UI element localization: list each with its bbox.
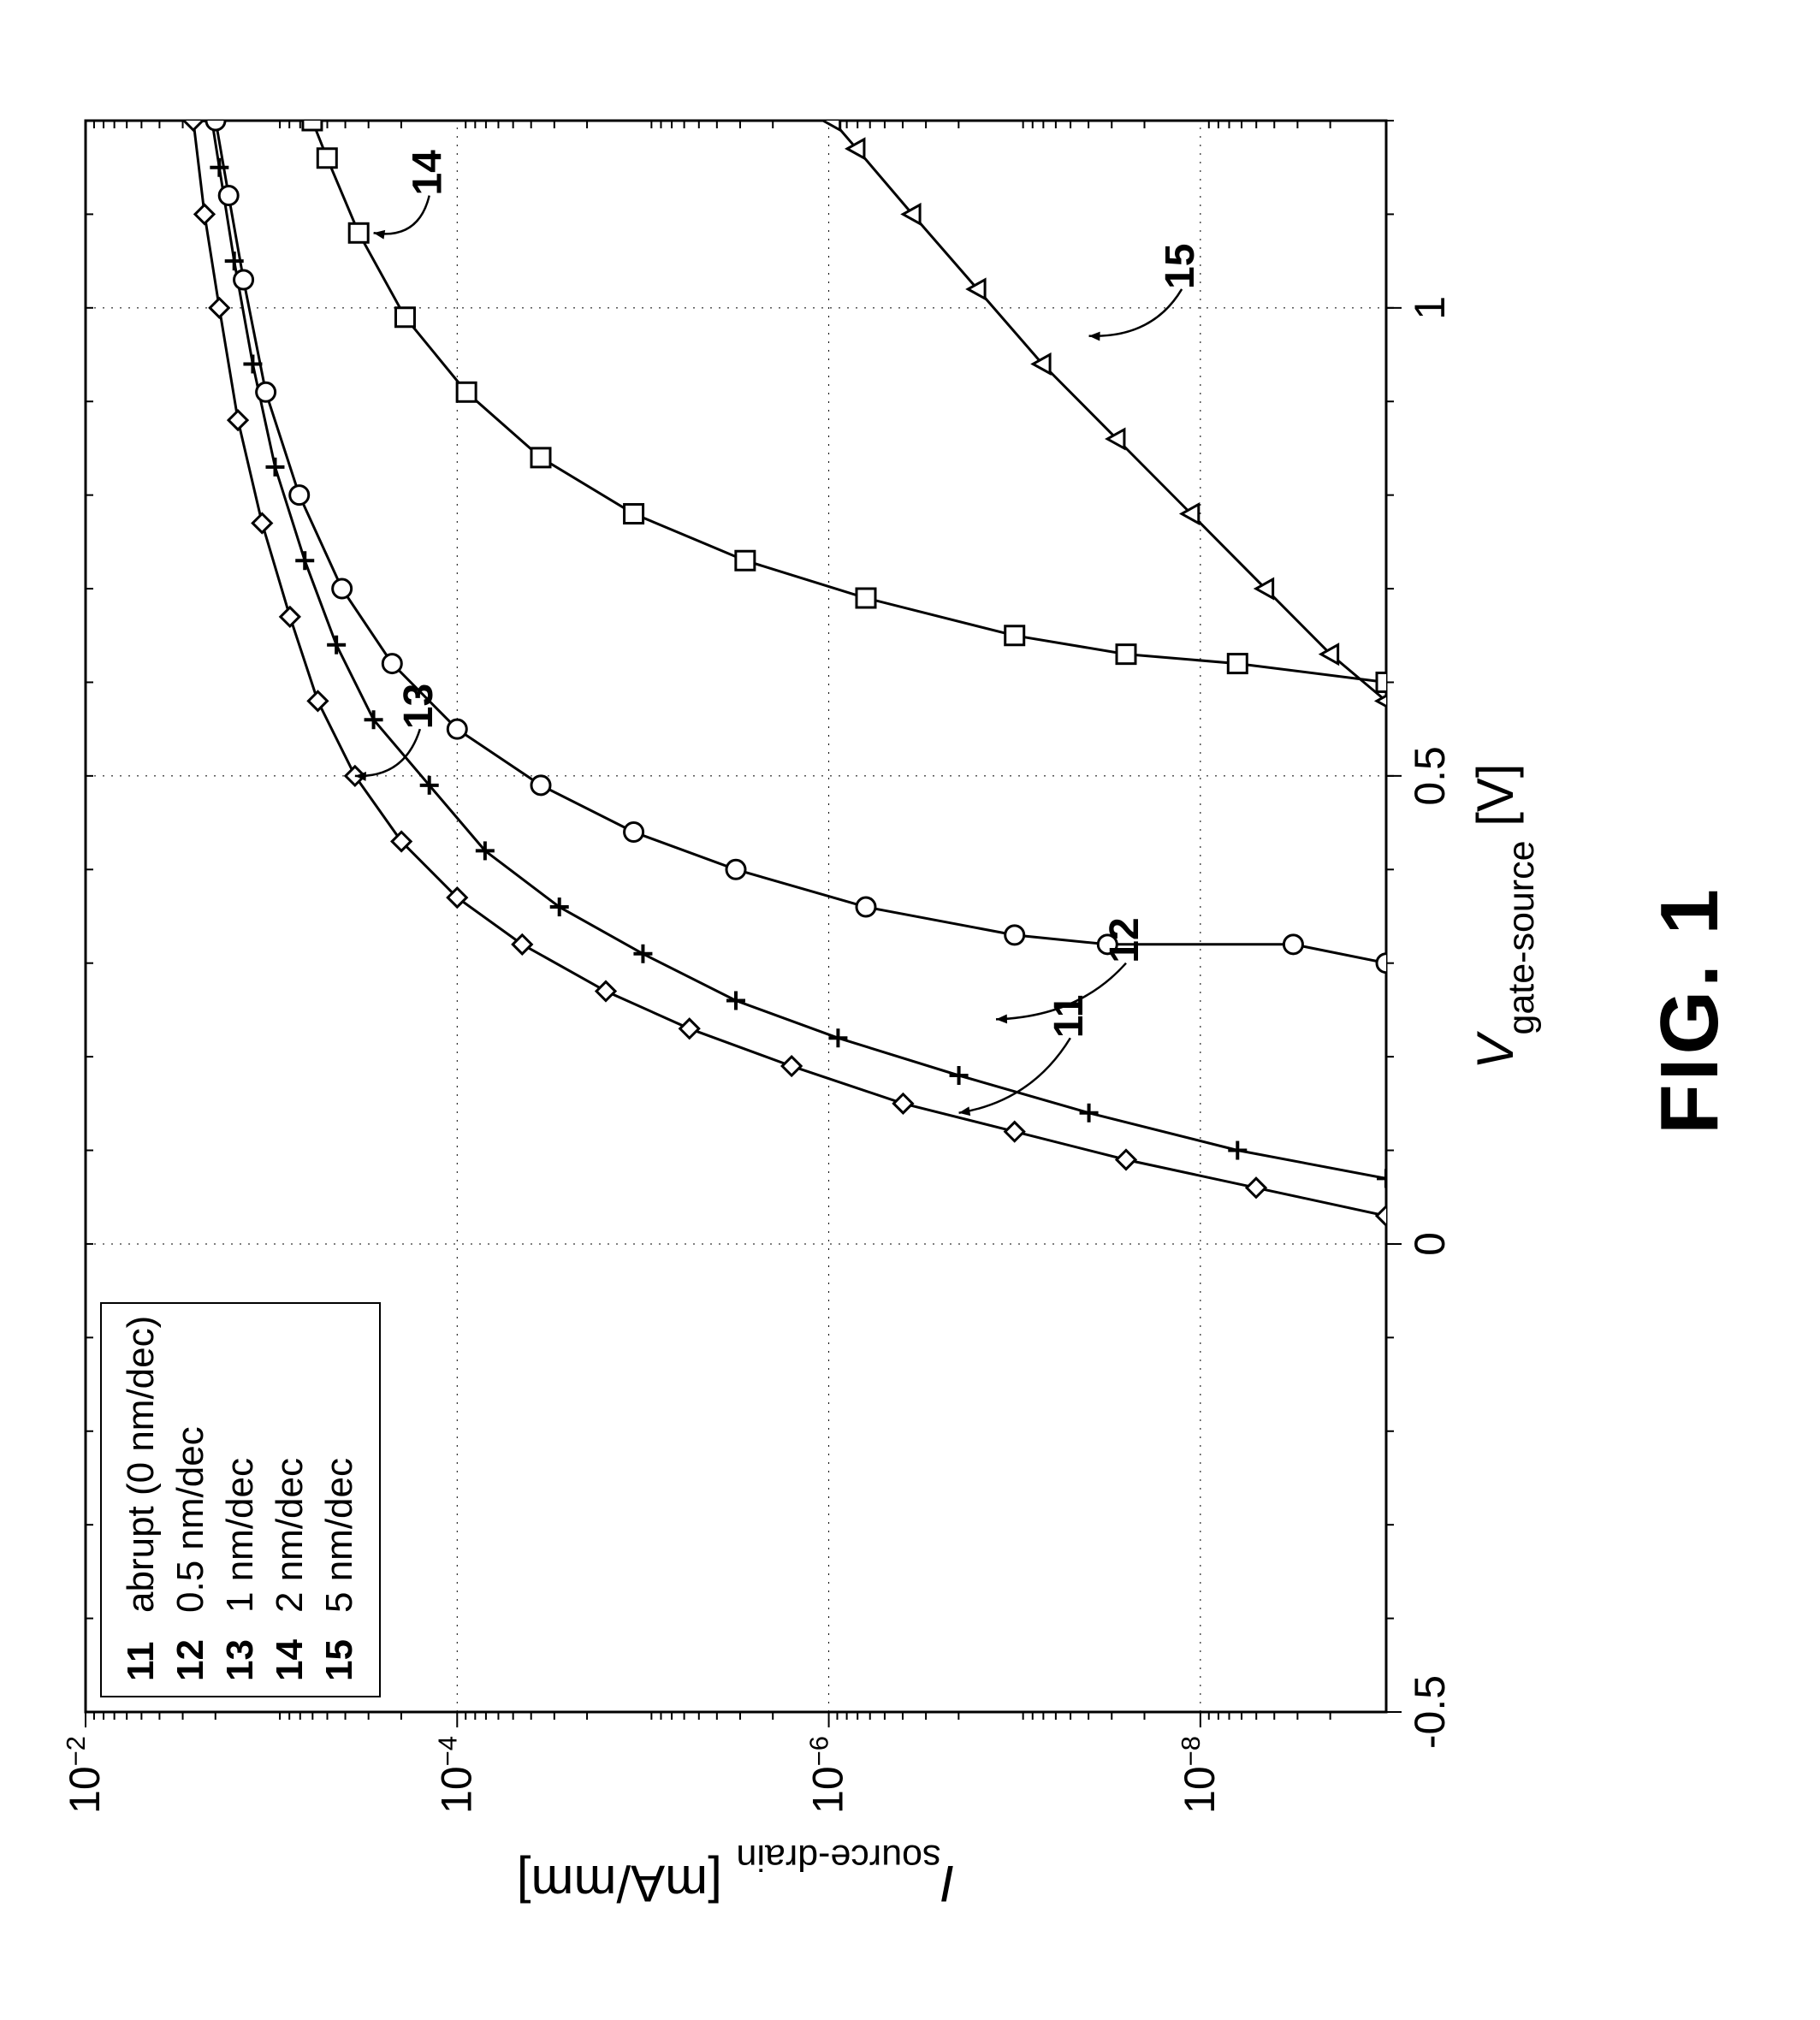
legend-label-12: 0.5 nm/dec — [169, 1426, 211, 1613]
y-tick-label: 10−8 — [1175, 1736, 1224, 1814]
x-tick-label: 0 — [1406, 1232, 1454, 1256]
marker-circle — [382, 655, 401, 673]
y-tick-label: 10−6 — [803, 1736, 852, 1814]
marker-circle — [857, 897, 875, 916]
marker-square — [625, 505, 643, 524]
figure-canvas: -0.5 0 0.5 1 10−8 10−6 10−4 10−2 Vgate-source [V… — [0, 0, 1820, 2020]
figure-caption: FIG. 1 — [1643, 0, 1737, 2020]
callout-label-14: 14 — [406, 150, 451, 196]
marker-circle — [257, 382, 276, 401]
y-axis-label: Isource-drain [mA/mm] — [517, 1837, 955, 1912]
marker-square — [303, 111, 322, 130]
marker-circle — [234, 270, 253, 289]
x-tick-label: 1 — [1406, 296, 1454, 320]
legend-label-14: 2 nm/dec — [269, 1458, 311, 1613]
legend-label-15: 5 nm/dec — [318, 1458, 360, 1613]
marker-circle — [625, 823, 643, 842]
marker-circle — [726, 860, 745, 879]
marker-circle — [531, 776, 550, 795]
legend-id-14: 14 — [269, 1639, 311, 1681]
marker-circle — [448, 720, 466, 738]
marker-square — [349, 223, 368, 242]
marker-square — [857, 589, 875, 607]
callout-label-13: 13 — [396, 684, 442, 729]
page-rotated: -0.5 0 0.5 1 10−8 10−6 10−4 10−2 Vgate-source [V… — [0, 200, 1820, 2020]
marker-circle — [333, 579, 352, 598]
chart-svg: -0.5 0 0.5 1 10−8 10−6 10−4 10−2 Vgate-source [V… — [51, 69, 1574, 1934]
legend-id-12: 12 — [169, 1639, 211, 1681]
legend-id-13: 13 — [219, 1639, 261, 1681]
marker-square — [736, 551, 755, 570]
y-tick-label: 10−2 — [61, 1736, 110, 1814]
callout-label-11: 11 — [1046, 994, 1092, 1038]
y-tick-label: 10−4 — [432, 1736, 481, 1814]
marker-square — [457, 382, 476, 401]
x-axis-label: Vgate-source [V] — [1467, 763, 1542, 1069]
marker-circle — [1005, 926, 1024, 945]
marker-square — [317, 149, 336, 168]
legend-id-11: 11 — [120, 1641, 162, 1681]
marker-square — [395, 308, 414, 327]
marker-square — [1117, 645, 1135, 664]
legend-label-13: 1 nm/dec — [219, 1458, 261, 1613]
marker-square — [1005, 626, 1024, 645]
legend-label-11: abrupt (0 nm/dec) — [120, 1316, 162, 1613]
legend-id-15: 15 — [318, 1639, 360, 1681]
callout-label-15: 15 — [1158, 244, 1203, 289]
x-tick-label: 0.5 — [1406, 746, 1454, 806]
marker-circle — [290, 486, 309, 505]
callout-label-12: 12 — [1102, 917, 1147, 963]
marker-circle — [206, 111, 225, 130]
marker-square — [1228, 655, 1247, 673]
marker-circle — [1283, 935, 1302, 954]
x-tick-label: -0.5 — [1406, 1675, 1454, 1749]
marker-square — [531, 448, 550, 467]
marker-circle — [219, 187, 238, 205]
